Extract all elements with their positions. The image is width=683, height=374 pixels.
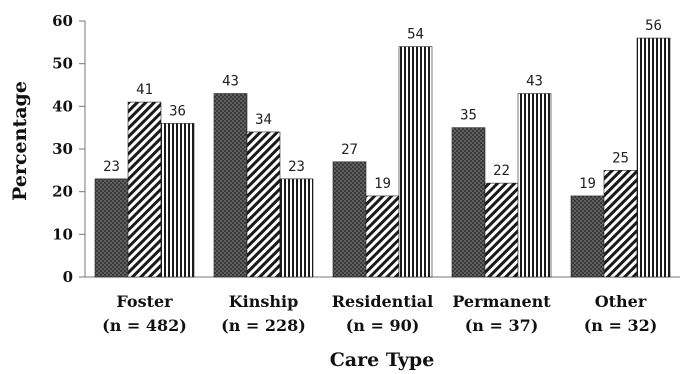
data-label: 27 (341, 142, 358, 158)
data-label: 43 (222, 74, 239, 90)
y-tick-label: 60 (52, 12, 73, 30)
bar (603, 170, 638, 278)
data-label: 19 (374, 176, 391, 192)
bar (127, 101, 162, 278)
data-label: 34 (255, 112, 272, 128)
x-category-label: Other (595, 292, 647, 311)
y-axis-title: Percentage (9, 81, 31, 201)
data-label: 23 (103, 159, 120, 175)
bar (160, 123, 195, 278)
data-label: 54 (407, 27, 424, 43)
bar (451, 127, 486, 278)
y-tick-label: 0 (63, 268, 73, 286)
bar (94, 178, 129, 278)
bar (484, 182, 519, 278)
y-tick-label: 50 (52, 55, 73, 73)
y-tick-label: 10 (52, 225, 73, 243)
data-label: 19 (579, 176, 596, 192)
bar (570, 195, 605, 278)
data-label: 25 (612, 150, 629, 166)
bar (279, 178, 314, 278)
data-label: 23 (288, 159, 305, 175)
bar (365, 195, 400, 278)
y-tick-label: 30 (52, 140, 73, 158)
data-label: 56 (645, 18, 662, 34)
x-category-label: Permanent (452, 292, 551, 311)
x-category-sample-size: (n = 32) (584, 316, 658, 335)
y-tick-label: 20 (52, 183, 73, 201)
data-label: 43 (526, 74, 543, 90)
x-category-label: Kinship (229, 292, 299, 311)
data-label: 22 (493, 163, 510, 179)
x-category-label: Foster (116, 292, 173, 311)
bar (332, 161, 367, 278)
bar (246, 131, 281, 278)
x-axis-title: Care Type (330, 349, 435, 371)
data-label: 36 (169, 103, 186, 119)
plot-area: 0 10 20 30 40 50 60 23 41 36 Foster (n = 482) 43 34 23… (52, 12, 680, 335)
x-category-label: Residential (332, 292, 433, 311)
x-category-sample-size: (n = 90) (346, 316, 420, 335)
bar (213, 93, 248, 278)
y-tick-label: 40 (52, 97, 73, 115)
bar (517, 93, 552, 278)
bar (636, 37, 671, 278)
x-category-sample-size: (n = 482) (102, 316, 187, 335)
data-label: 41 (136, 82, 153, 98)
x-category-sample-size: (n = 37) (465, 316, 539, 335)
bar (398, 46, 433, 278)
data-label: 35 (460, 108, 477, 124)
x-category-sample-size: (n = 228) (221, 316, 306, 335)
